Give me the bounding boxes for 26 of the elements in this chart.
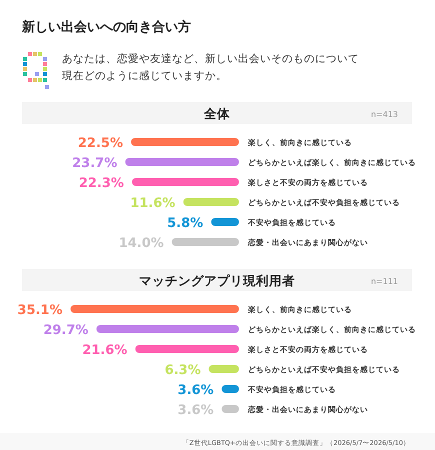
bar [135, 345, 239, 353]
data-label: 35.1% [17, 303, 63, 318]
data-label: 22.3% [78, 176, 124, 191]
bar [183, 198, 239, 206]
text: n=111 [370, 277, 398, 286]
data-label: 11.6% [130, 196, 176, 211]
data-label: 3.6% [178, 383, 214, 398]
chart-subtitle: あなたは、恋愛や友達など、新しい出会いそのものについて現在どのように感じていますか。 [62, 52, 359, 82]
bar [70, 305, 239, 313]
data-label: 21.6% [82, 343, 128, 358]
bar [96, 325, 239, 333]
data-label: 29.7% [43, 323, 88, 338]
data-label: 22.5% [78, 136, 123, 151]
text: n=413 [370, 110, 398, 119]
bar [132, 178, 239, 186]
bar [172, 238, 239, 246]
text: 全体 [203, 106, 231, 121]
data-label: 5.8% [167, 216, 204, 231]
data-label: 6.3% [164, 363, 201, 378]
bar [208, 365, 239, 373]
bar [125, 158, 239, 166]
chart-title: 新しい出会いへの向き合い方 [21, 19, 191, 35]
bar [211, 218, 239, 226]
data-label: 23.7% [72, 156, 118, 171]
chart-title: マッチングアプリ現利用者 [139, 273, 295, 288]
bar [131, 138, 239, 146]
